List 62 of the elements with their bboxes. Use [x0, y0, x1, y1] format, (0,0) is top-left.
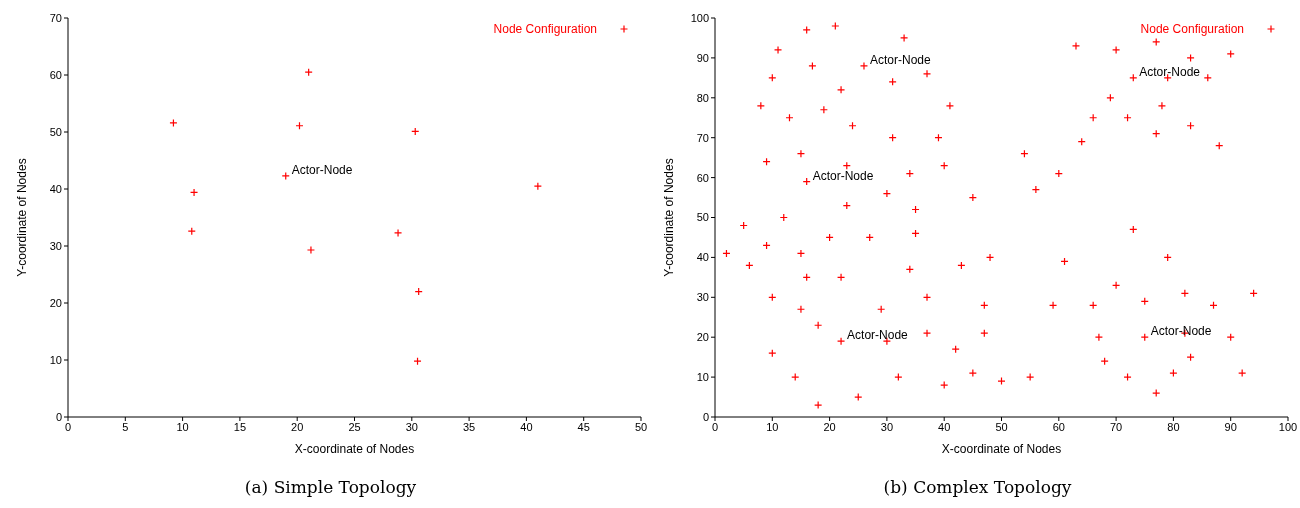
y-tick-label: 10 [696, 371, 709, 384]
y-tick-label: 50 [696, 211, 709, 224]
x-tick-label: 0 [64, 420, 72, 433]
x-tick-label: 90 [1224, 420, 1237, 433]
text: (a) Simple Topology [244, 477, 417, 497]
x-tick-label: 40 [938, 420, 951, 433]
point [306, 245, 316, 255]
x-tick-label: 25 [348, 420, 361, 433]
y-tick-label: 70 [49, 11, 62, 24]
point [393, 228, 403, 237]
x-tick-label: 50 [995, 420, 1008, 433]
annotation: Actor-Node [1139, 65, 1201, 80]
annotation: Actor-Node [1150, 324, 1212, 339]
x-tick-label: 45 [577, 420, 590, 433]
annotation: Actor-Node [847, 328, 909, 343]
y-tick-label: 20 [49, 296, 62, 309]
y-axis-title: Y-coordinate of Nodes [662, 158, 677, 277]
point [189, 188, 199, 197]
y-tick-label: 70 [696, 131, 709, 144]
point [169, 118, 178, 127]
x-axis-title: X-coordinate of Nodes [941, 442, 1062, 456]
x-tick-label: 70 [1109, 420, 1123, 433]
annotation: Actor-Node [869, 53, 931, 68]
y-tick-label: 100 [690, 11, 709, 24]
y-tick-label: 0 [55, 410, 62, 423]
y-tick-label: 30 [49, 239, 62, 252]
x-tick-label: 50 [634, 420, 648, 433]
point [533, 182, 542, 191]
y-tick-label: 60 [49, 68, 62, 81]
x-tick-label: 15 [233, 420, 247, 433]
y-tick-label: 10 [49, 353, 62, 366]
annotation: Actor-Node [291, 163, 353, 178]
y-tick-label: 40 [49, 182, 62, 195]
x-tick-label: 10 [766, 420, 779, 433]
y-tick-label: 0 [702, 410, 709, 423]
y-tick-label: 60 [696, 171, 709, 184]
x-tick-label: 80 [1167, 420, 1180, 433]
x-tick-label: 30 [880, 420, 894, 433]
y-tick-label: 80 [696, 91, 709, 104]
y-tick-label: 40 [696, 251, 709, 264]
text: (b) Complex Topology [883, 477, 1072, 497]
x-tick-label: 100 [1278, 420, 1298, 433]
y-tick-label: 20 [696, 331, 709, 344]
x-tick-label: 10 [176, 420, 189, 433]
x-tick-label: 30 [405, 420, 418, 433]
legend-label: Node Configuration [493, 22, 597, 36]
x-tick-label: 0 [711, 420, 719, 433]
x-tick-label: 20 [291, 420, 304, 433]
x-axis-title: X-coordinate of Nodes [294, 442, 415, 456]
x-tick-label: 40 [520, 420, 533, 433]
point [413, 357, 422, 366]
y-tick-label: 50 [49, 125, 62, 138]
y-tick-label: 30 [696, 291, 709, 304]
x-tick-label: 60 [1052, 420, 1065, 433]
x-tick-label: 5 [122, 420, 129, 433]
annotation: Actor-Node [812, 168, 874, 183]
legend-label: Node Configuration [1140, 22, 1244, 36]
y-axis-title: Y-coordinate of Nodes [15, 158, 30, 277]
x-tick-label: 35 [462, 420, 476, 433]
x-tick-label: 20 [823, 420, 836, 433]
y-tick-label: 90 [696, 51, 709, 64]
point [281, 171, 290, 180]
